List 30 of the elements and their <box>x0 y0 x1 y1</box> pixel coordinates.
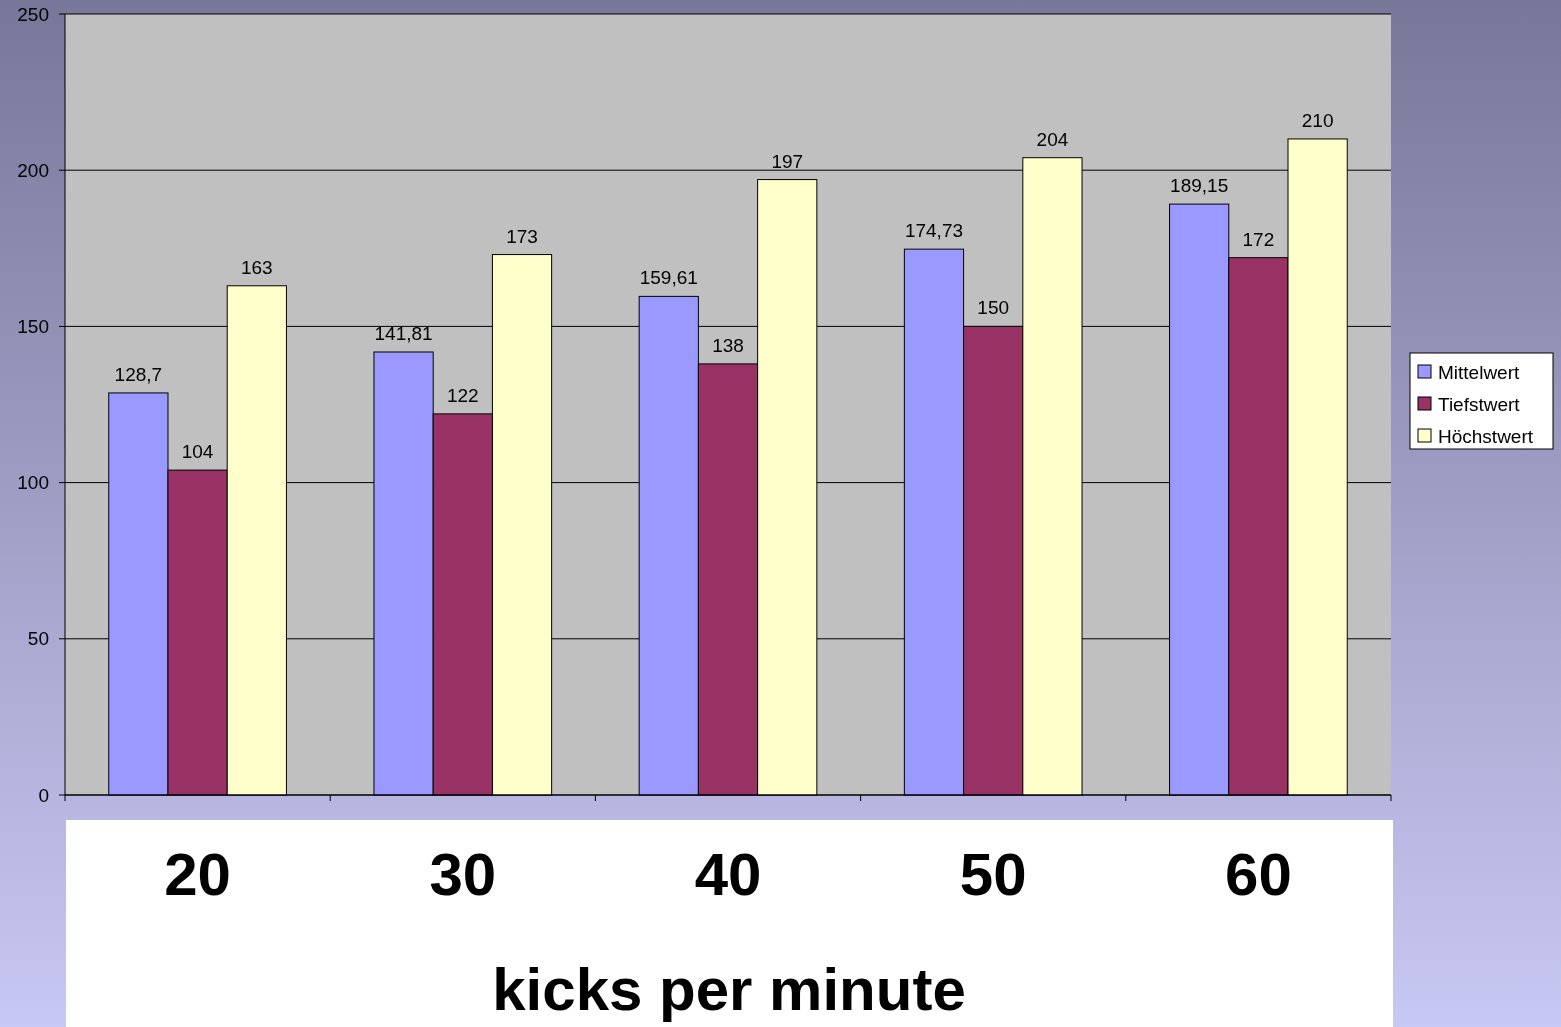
data-label: 104 <box>181 441 214 463</box>
legend-label: Mittelwert <box>1438 361 1521 383</box>
data-label: 204 <box>1036 128 1069 150</box>
legend-label: Höchstwert <box>1438 425 1534 447</box>
x-tick-label: 40 <box>694 841 762 908</box>
data-label: 172 <box>1242 228 1275 250</box>
data-label: 159,61 <box>639 267 698 289</box>
y-tick-label: 0 <box>38 784 49 806</box>
x-tick-label: 50 <box>959 841 1027 908</box>
data-label: 173 <box>506 225 538 247</box>
data-label: 174,73 <box>904 220 964 242</box>
data-label: 122 <box>446 384 479 406</box>
data-label: 150 <box>977 297 1010 319</box>
data-label: 189,15 <box>1170 175 1229 197</box>
data-label: 141,81 <box>374 322 433 344</box>
y-tick-label: 250 <box>17 3 49 25</box>
data-label: 128,7 <box>114 363 163 385</box>
data-label: 163 <box>240 256 273 278</box>
x-tick-label: 60 <box>1225 841 1292 908</box>
y-tick-label: 50 <box>27 628 49 650</box>
x-tick-label: 20 <box>164 841 231 908</box>
x-tick-label: 30 <box>429 841 497 908</box>
data-label: 210 <box>1301 109 1334 131</box>
y-tick-label: 150 <box>17 316 49 338</box>
y-tick-label: 200 <box>17 159 49 181</box>
y-tick-label: 100 <box>17 472 49 494</box>
data-label: 138 <box>712 334 744 356</box>
legend-label: Tiefstwert <box>1438 393 1521 415</box>
x-axis-title: kicks per minute <box>492 956 966 1023</box>
data-label: 197 <box>771 150 804 172</box>
